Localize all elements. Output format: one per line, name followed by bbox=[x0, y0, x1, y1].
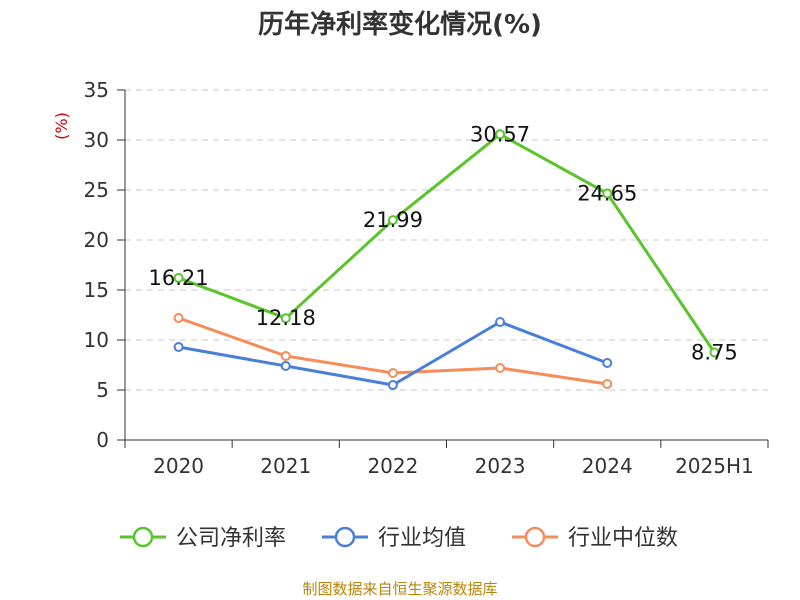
legend-marker bbox=[524, 526, 546, 548]
data-label: 21.99 bbox=[363, 208, 423, 232]
data-point bbox=[280, 313, 291, 324]
y-tick-label: 30 bbox=[84, 128, 109, 152]
legend-label: 行业中位数 bbox=[568, 526, 678, 551]
data-point bbox=[602, 188, 613, 199]
grid-lines bbox=[125, 89, 768, 391]
series-line bbox=[178, 132, 716, 354]
x-tick-label: 2022 bbox=[367, 454, 418, 478]
data-labels: 16.21 12.18 21.99 30.57 24.65 8.75 bbox=[149, 122, 738, 364]
data-label: 8.75 bbox=[691, 341, 738, 365]
y-tick-label: 20 bbox=[84, 228, 109, 252]
data-point bbox=[709, 347, 720, 358]
legend: 公司净利率 行业均值 行业中位数 bbox=[120, 526, 678, 551]
data-point bbox=[387, 215, 398, 226]
data-point bbox=[602, 358, 613, 368]
data-label: 30.57 bbox=[470, 122, 530, 146]
data-point bbox=[495, 129, 506, 140]
data-point bbox=[387, 380, 398, 390]
y-tick-label: 5 bbox=[96, 378, 109, 402]
x-tick-label: 2023 bbox=[475, 454, 526, 478]
x-tick-labels: 2020 2021 2022 2023 2024 2025H1 bbox=[153, 454, 754, 478]
data-point bbox=[280, 361, 291, 371]
legend-label: 行业均值 bbox=[378, 526, 466, 551]
series-points bbox=[173, 129, 720, 390]
data-label: 24.65 bbox=[577, 182, 637, 206]
data-point bbox=[387, 368, 398, 378]
legend-label: 公司净利率 bbox=[176, 526, 286, 551]
data-point bbox=[280, 351, 291, 361]
series-lines bbox=[178, 132, 716, 387]
y-tick-label: 25 bbox=[84, 178, 109, 202]
y-axis-unit: (%) bbox=[52, 112, 71, 140]
legend-marker bbox=[132, 526, 154, 548]
y-tick-label: 15 bbox=[84, 278, 109, 302]
data-point bbox=[495, 317, 506, 327]
x-tick-label: 2020 bbox=[153, 454, 204, 478]
source-note: 制图数据来自恒生聚源数据库 bbox=[302, 580, 497, 598]
x-tick-label: 2021 bbox=[260, 454, 311, 478]
y-tick-label: 0 bbox=[96, 428, 109, 452]
data-label: 12.18 bbox=[256, 306, 316, 330]
legend-marker bbox=[334, 526, 356, 548]
chart-title: 历年净利率变化情况(%) bbox=[258, 9, 542, 40]
x-tick-label: 2024 bbox=[582, 454, 633, 478]
x-tick-label: 2025H1 bbox=[675, 454, 754, 478]
data-point bbox=[495, 363, 506, 373]
y-tick-labels: 0 5 10 15 20 25 30 35 bbox=[84, 78, 109, 452]
data-point bbox=[173, 313, 184, 323]
y-tick-label: 10 bbox=[84, 328, 109, 352]
data-label: 16.21 bbox=[149, 266, 209, 290]
axes bbox=[117, 89, 769, 448]
data-point bbox=[602, 379, 613, 389]
y-tick-label: 35 bbox=[84, 78, 109, 102]
data-point bbox=[173, 272, 184, 283]
data-point bbox=[173, 342, 184, 352]
